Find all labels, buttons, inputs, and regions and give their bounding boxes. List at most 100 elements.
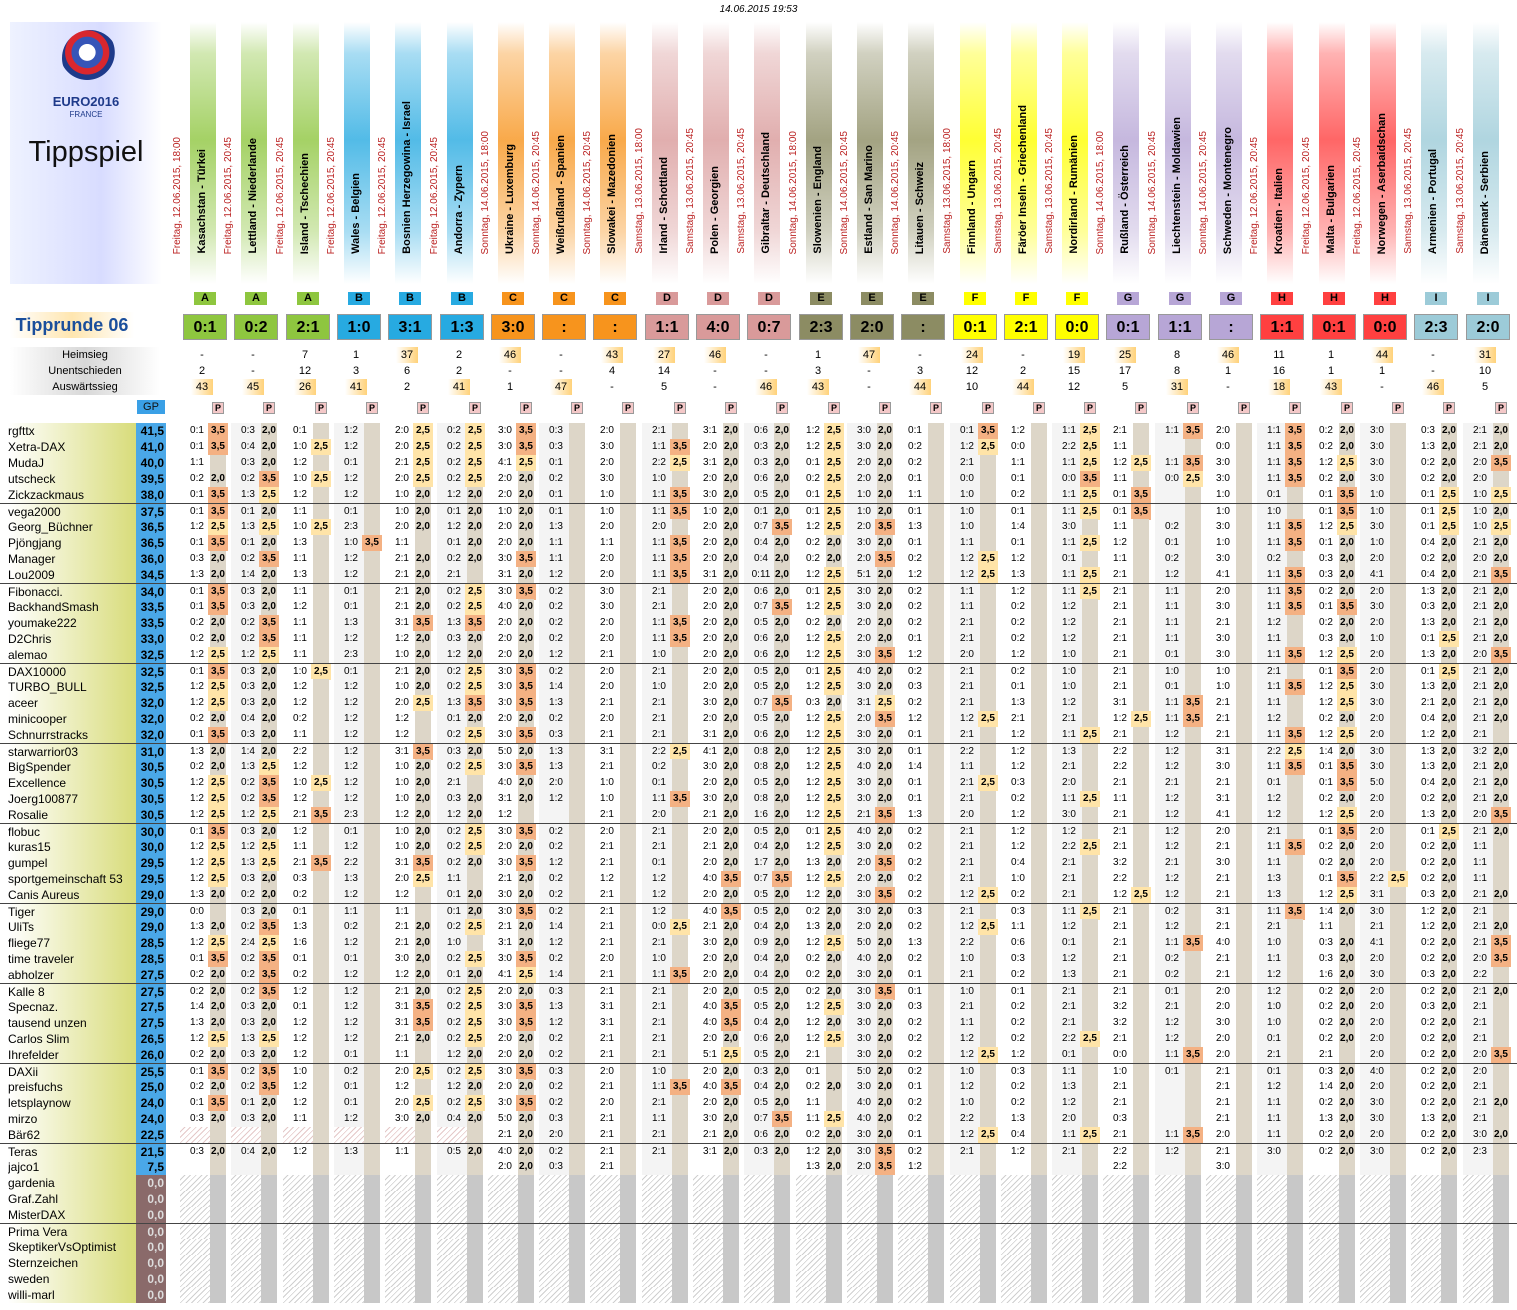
match-teams[interactable]: Liechtenstein - Moldawien (1171, 117, 1183, 254)
points-toggle[interactable]: P (417, 402, 429, 414)
match-teams[interactable]: Rußland - Österreich (1119, 145, 1131, 254)
player-name[interactable]: gardenia (8, 1175, 136, 1191)
points-toggle[interactable]: P (930, 402, 942, 414)
match-teams[interactable]: Bosnien Herzegowina - Israel (401, 101, 413, 254)
match-teams[interactable]: Gibraltar - Deutschland (760, 132, 772, 254)
gp-column-header[interactable]: GP (137, 400, 165, 414)
player-name[interactable]: Bär62 (8, 1127, 136, 1143)
player-name[interactable]: Prima Vera (8, 1224, 136, 1240)
points-toggle[interactable]: P (315, 402, 327, 414)
player-name[interactable]: gumpel (8, 855, 136, 871)
player-name[interactable]: tausend unzen (8, 1015, 136, 1031)
player-name[interactable]: sportgemeinschaft 53 (8, 871, 136, 887)
player-name[interactable]: Pjöngjang (8, 535, 136, 551)
match-teams[interactable]: Armenien - Portugal (1427, 148, 1439, 254)
player-name[interactable]: time traveler (8, 951, 136, 967)
player-name[interactable]: Sternzeichen (8, 1255, 136, 1271)
match-teams[interactable]: Litauen - Schweiz (914, 161, 926, 254)
player-name[interactable]: abholzer (8, 967, 136, 983)
match-teams[interactable]: Finnland - Ungarn (966, 159, 978, 254)
points-toggle[interactable]: P (263, 402, 275, 414)
points-toggle[interactable]: P (1341, 402, 1353, 414)
player-name[interactable]: Fibonacci. (8, 584, 136, 600)
match-teams[interactable]: Dänemark - Serbien (1479, 150, 1491, 254)
points-toggle[interactable]: P (571, 402, 583, 414)
player-name[interactable]: rgfttx (8, 423, 136, 439)
player-name[interactable]: Joerg100877 (8, 791, 136, 807)
player-name[interactable]: Lou2009 (8, 567, 136, 583)
player-name[interactable]: BigSpender (8, 759, 136, 775)
points-toggle[interactable]: P (1392, 402, 1404, 414)
points-toggle[interactable]: P (674, 402, 686, 414)
player-name[interactable]: Graf.Zahl (8, 1191, 136, 1207)
player-name[interactable]: flobuc (8, 824, 136, 840)
player-name[interactable]: MisterDAX (8, 1207, 136, 1223)
player-name[interactable]: Excellence (8, 775, 136, 791)
player-name[interactable]: TURBO_BULL (8, 679, 136, 695)
player-name[interactable]: DAX10000 (8, 664, 136, 680)
points-toggle[interactable]: P (1187, 402, 1199, 414)
points-toggle[interactable]: P (1033, 402, 1045, 414)
points-toggle[interactable]: P (828, 402, 840, 414)
points-toggle[interactable]: P (622, 402, 634, 414)
match-teams[interactable]: Weißrußland - Spanien (555, 135, 567, 254)
points-toggle[interactable]: P (520, 402, 532, 414)
match-teams[interactable]: Lettland - Niederlande (247, 138, 259, 254)
player-name[interactable]: minicooper (8, 711, 136, 727)
match-teams[interactable]: Wales - Belgien (350, 173, 362, 254)
player-name[interactable]: Kalle 8 (8, 984, 136, 1000)
player-name[interactable]: Ihrefelder (8, 1047, 136, 1063)
points-toggle[interactable]: P (366, 402, 378, 414)
player-name[interactable]: D2Chris (8, 631, 136, 647)
points-toggle[interactable]: P (1238, 402, 1250, 414)
player-name[interactable]: mirzo (8, 1111, 136, 1127)
points-toggle[interactable]: P (212, 402, 224, 414)
player-name[interactable]: letsplaynow (8, 1095, 136, 1111)
player-name[interactable]: Schnurrstracks (8, 727, 136, 743)
player-name[interactable]: fliege77 (8, 935, 136, 951)
points-toggle[interactable]: P (469, 402, 481, 414)
player-name[interactable]: jajco1 (8, 1159, 136, 1175)
match-teams[interactable]: Slowakei - Mazedonien (606, 134, 618, 254)
player-name[interactable]: kuras15 (8, 839, 136, 855)
player-name[interactable]: Xetra-DAX (8, 439, 136, 455)
player-name[interactable]: Rosalie (8, 807, 136, 823)
player-name[interactable]: Georg_Büchner (8, 519, 136, 535)
points-toggle[interactable]: P (1289, 402, 1301, 414)
match-teams[interactable]: Slowenien - England (812, 146, 824, 254)
points-toggle[interactable]: P (982, 402, 994, 414)
player-name[interactable]: UliTs (8, 919, 136, 935)
player-name[interactable]: preisfuchs (8, 1079, 136, 1095)
player-name[interactable]: aceer (8, 695, 136, 711)
match-teams[interactable]: Polen - Georgien (709, 165, 721, 254)
player-name[interactable]: vega2000 (8, 504, 136, 520)
player-name[interactable]: youmake222 (8, 615, 136, 631)
player-name[interactable]: Teras (8, 1144, 136, 1160)
player-name[interactable]: MudaJ (8, 455, 136, 471)
match-teams[interactable]: Ukraine - Luxemburg (504, 143, 516, 254)
player-name[interactable]: Tiger (8, 904, 136, 920)
points-toggle[interactable]: P (879, 402, 891, 414)
player-name[interactable]: DAXii (8, 1064, 136, 1080)
match-teams[interactable]: Malta - Bulgarien (1325, 165, 1337, 254)
player-name[interactable]: alemao (8, 647, 136, 663)
player-name[interactable]: Carlos Slim (8, 1031, 136, 1047)
points-toggle[interactable]: P (1495, 402, 1507, 414)
points-toggle[interactable]: P (1135, 402, 1147, 414)
match-teams[interactable]: Schweden - Montenegro (1222, 126, 1234, 254)
match-teams[interactable]: Kroatien - Italien (1273, 167, 1285, 254)
match-teams[interactable]: Andorra - Zypern (453, 164, 465, 254)
player-name[interactable]: Zickzackmaus (8, 487, 136, 503)
match-teams[interactable]: Kasachstan - Türkei (196, 149, 208, 254)
player-name[interactable]: starwarrior03 (8, 744, 136, 760)
points-toggle[interactable]: P (1084, 402, 1096, 414)
player-name[interactable]: utscheck (8, 471, 136, 487)
match-teams[interactable]: Estland - San Marino (863, 145, 875, 254)
player-name[interactable]: Specnaz. (8, 999, 136, 1015)
match-teams[interactable]: Färöer Inseln - Griechenland (1017, 104, 1029, 254)
points-toggle[interactable]: P (776, 402, 788, 414)
match-teams[interactable]: Island - Tschechien (299, 152, 311, 254)
match-teams[interactable]: Nordirland - Rumänien (1068, 135, 1080, 254)
player-name[interactable]: Manager (8, 551, 136, 567)
player-name[interactable]: Canis Aureus (8, 887, 136, 903)
